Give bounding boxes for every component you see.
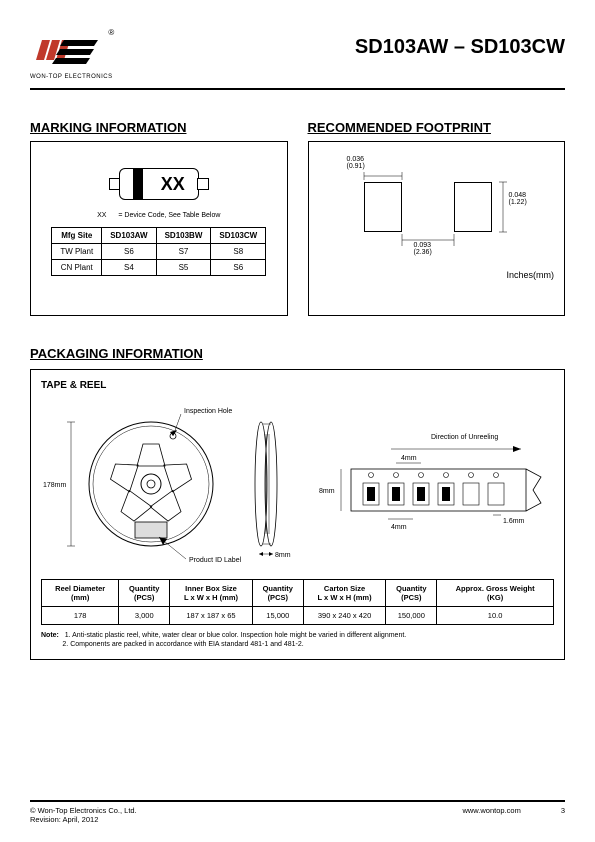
footer-url: www.wontop.com	[462, 806, 520, 824]
table-row: Reel Diameter(mm) Quantity(PCS) Inner Bo…	[42, 580, 554, 607]
packaging-title: PACKAGING INFORMATION	[30, 346, 565, 361]
marking-table: Mfg Site SD103AW SD103BW SD103CW TW Plan…	[51, 227, 266, 276]
dim-label: 0.048(1.22)	[509, 192, 527, 206]
svg-text:8mm: 8mm	[275, 552, 291, 559]
svg-text:8mm: 8mm	[319, 488, 335, 495]
footprint-pad-left	[364, 182, 402, 232]
marking-panel: XX XX = Device Code, See Table Below Mfg…	[30, 141, 288, 316]
tape-reel-title: TAPE & REEL	[41, 380, 554, 391]
packaging-panel: TAPE & REEL	[30, 369, 565, 660]
page-number: 3	[561, 806, 565, 824]
table-row: 178 3,000 187 x 187 x 65 15,000 390 x 24…	[42, 607, 554, 625]
svg-text:178mm: 178mm	[43, 482, 67, 489]
svg-text:Inspection Hole: Inspection Hole	[184, 408, 232, 415]
th: Inner Box SizeL x W x H (mm)	[170, 580, 253, 607]
footer-left: © Won-Top Electronics Co., Ltd. Revision…	[30, 806, 137, 824]
brand-name: WON-TOP ELECTRONICS	[30, 74, 113, 80]
marking-section: MARKING INFORMATION XX XX = Device Code,…	[30, 120, 288, 316]
footprint-panel: 0.036(0.91) 0.048(1.22) 0.093(2.36) Inch…	[308, 141, 566, 316]
th: SD103CW	[211, 228, 266, 244]
footprint-section: RECOMMENDED FOOTPRINT 0.036(0.91) 0.048(…	[308, 120, 566, 316]
packaging-diagram: 178mm Inspection Hole Product ID Label	[41, 399, 554, 569]
packaging-table: Reel Diameter(mm) Quantity(PCS) Inner Bo…	[41, 579, 554, 625]
part-number-title: SD103AW – SD103CW	[355, 36, 565, 59]
page-header: ® WON-TOP ELECTRONICS SD103AW – SD103CW	[30, 30, 565, 90]
packaging-notes: Note: 1. Anti-static plastic reel, white…	[41, 631, 554, 649]
th: Quantity(PCS)	[119, 580, 170, 607]
th: SD103AW	[102, 228, 156, 244]
device-diagram: XX	[109, 164, 209, 204]
th: Quantity(PCS)	[386, 580, 437, 607]
th: SD103BW	[156, 228, 211, 244]
page-footer: © Won-Top Electronics Co., Ltd. Revision…	[30, 800, 565, 824]
packaging-section: PACKAGING INFORMATION TAPE & REEL	[30, 346, 565, 660]
device-code-xx: XX	[161, 174, 185, 195]
dim-label: 0.093(2.36)	[414, 242, 432, 256]
footprint-title: RECOMMENDED FOOTPRINT	[308, 120, 566, 135]
th: Approx. Gross Weight(KG)	[437, 580, 554, 607]
svg-text:1.6mm: 1.6mm	[503, 518, 525, 525]
svg-text:Product ID Label: Product ID Label	[189, 557, 242, 564]
svg-text:4mm: 4mm	[391, 524, 407, 531]
table-row: TW Plant S6 S7 S8	[52, 244, 266, 260]
units-label: Inches(mm)	[506, 270, 554, 280]
marking-note: XX = Device Code, See Table Below	[43, 212, 275, 219]
table-row: Mfg Site SD103AW SD103BW SD103CW	[52, 228, 266, 244]
info-row: MARKING INFORMATION XX XX = Device Code,…	[30, 120, 565, 316]
marking-title: MARKING INFORMATION	[30, 120, 288, 135]
footer-right: www.wontop.com 3	[462, 806, 565, 824]
dim-label: 0.036(0.91)	[347, 156, 365, 170]
th: Reel Diameter(mm)	[42, 580, 119, 607]
table-row: CN Plant S4 S5 S6	[52, 260, 266, 276]
th: Quantity(PCS)	[252, 580, 303, 607]
registered-icon: ®	[108, 28, 114, 37]
th: Carton SizeL x W x H (mm)	[303, 580, 386, 607]
svg-text:4mm: 4mm	[401, 455, 417, 462]
svg-text:Direction of Unreeling: Direction of Unreeling	[431, 434, 498, 441]
footprint-pad-right	[454, 182, 492, 232]
th: Mfg Site	[52, 228, 102, 244]
logo-icon: ®	[36, 30, 106, 70]
logo-block: ® WON-TOP ELECTRONICS	[30, 30, 113, 80]
